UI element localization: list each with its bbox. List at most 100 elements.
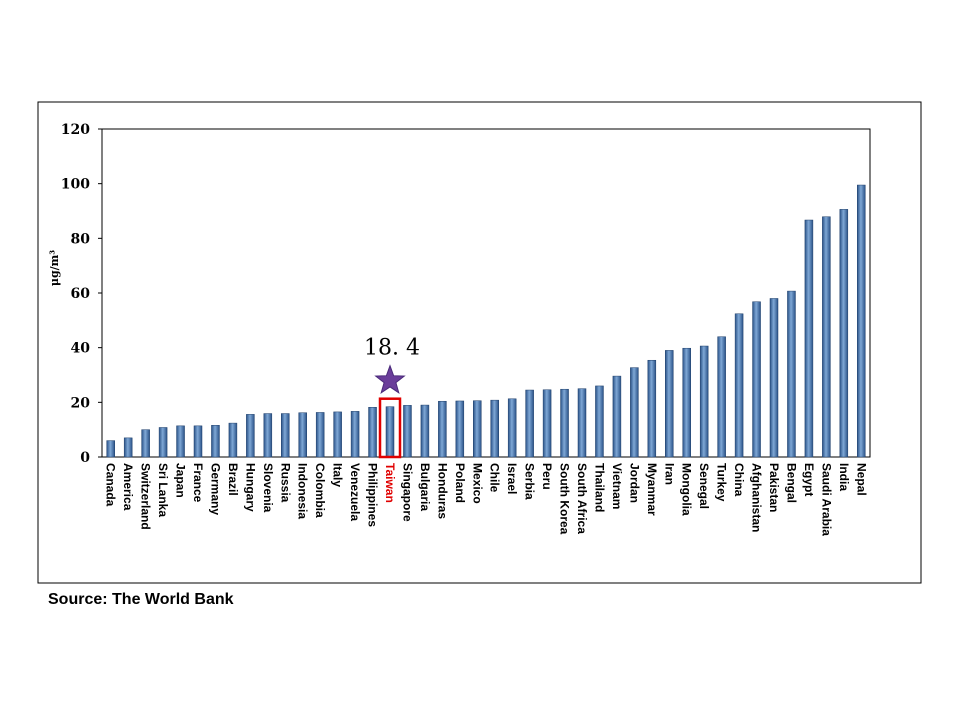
bar-afghanistan xyxy=(752,301,761,458)
bar-taiwan xyxy=(385,406,395,458)
bar-iran xyxy=(665,350,674,458)
x-tick-label: Switzerland xyxy=(139,463,153,530)
x-tick-label: Mexico xyxy=(470,463,484,504)
bar-indonesia xyxy=(298,412,307,458)
highlight-box xyxy=(378,397,402,459)
bar-nepal xyxy=(857,184,866,458)
bar-vietnam xyxy=(612,375,622,458)
bar-india xyxy=(839,209,849,458)
bar-poland xyxy=(455,400,465,458)
bar-honduras xyxy=(438,400,447,458)
y-axis-label: μg/m³ xyxy=(48,250,61,286)
x-tick-label: Thailand xyxy=(592,463,606,512)
bar-mongolia xyxy=(682,347,691,458)
x-tick-label: Saudi Arabia xyxy=(819,463,833,536)
x-tick-label: Canada xyxy=(104,463,118,507)
y-tick-label: 100 xyxy=(61,177,90,193)
x-tick-label: Slovenia xyxy=(261,463,275,513)
y-tick-label: 40 xyxy=(71,341,91,357)
x-tick-label: South Korea xyxy=(558,463,572,535)
x-tick-label: Mongolia xyxy=(680,463,694,516)
bar-switzerland xyxy=(141,429,150,458)
bar-china xyxy=(734,313,744,458)
bar-france xyxy=(193,425,203,458)
x-tick-label: China xyxy=(732,463,746,497)
x-tick-label: Myanmar xyxy=(645,463,659,516)
x-tick-label: Afghanistan xyxy=(750,463,764,532)
bar-slovenia xyxy=(263,413,273,458)
bar-canada xyxy=(106,440,115,458)
bar-brazil xyxy=(228,422,238,458)
x-tick-label: Israel xyxy=(505,463,519,494)
bar-philippines xyxy=(368,407,377,458)
y-tick-label: 0 xyxy=(80,450,90,466)
bar-turkey xyxy=(717,336,726,458)
bar-bengal xyxy=(787,290,796,458)
y-axis-ticks: 0 20 40 60 80 100 120 xyxy=(61,122,102,466)
bar-russia xyxy=(281,413,290,458)
bar-pakistan xyxy=(769,298,779,458)
x-tick-label: Bulgaria xyxy=(418,463,432,511)
x-tick-label: Brazil xyxy=(226,463,240,496)
highlight-group: 18. 4 xyxy=(364,336,420,459)
x-tick-label: Egypt xyxy=(802,463,816,496)
x-tick-label: South Africa xyxy=(575,463,589,534)
x-tick-label: Pakistan xyxy=(767,463,781,512)
bar-japan xyxy=(176,425,185,458)
bar-sri-lanka xyxy=(158,427,168,458)
x-tick-label: Indonesia xyxy=(296,463,310,519)
x-tick-label: Turkey xyxy=(715,463,729,502)
x-tick-label: Colombia xyxy=(313,463,327,518)
x-tick-label: Germany xyxy=(208,463,222,515)
bar-peru xyxy=(542,389,552,458)
bar-hungary xyxy=(246,414,255,458)
bar-chile xyxy=(490,399,499,458)
y-tick-label: 80 xyxy=(71,231,91,247)
x-tick-label: India xyxy=(837,463,851,491)
bar-germany xyxy=(211,425,220,458)
x-tick-label: Honduras xyxy=(435,463,449,519)
x-tick-label: Taiwan xyxy=(383,463,397,503)
y-tick-label: 60 xyxy=(71,286,91,302)
x-tick-label: Poland xyxy=(453,463,467,503)
bar-singapore xyxy=(403,405,412,458)
bar-thailand xyxy=(595,385,604,458)
x-tick-label: Senegal xyxy=(697,463,711,509)
bar-south-korea xyxy=(560,388,569,458)
x-tick-label: Bengal xyxy=(784,463,798,503)
bar-mexico xyxy=(473,400,482,458)
x-tick-label: Peru xyxy=(540,463,554,490)
x-tick-label: Philippines xyxy=(366,463,380,527)
bar-serbia xyxy=(525,389,534,458)
x-tick-label: Japan xyxy=(174,463,188,498)
bar-senegal xyxy=(699,345,709,458)
x-tick-label: Nepal xyxy=(854,463,868,496)
bar-south-africa xyxy=(577,388,587,458)
x-tick-label: America xyxy=(121,463,135,511)
x-tick-label: Serbia xyxy=(523,463,537,500)
bar-italy xyxy=(333,411,342,458)
x-tick-label: Iran xyxy=(662,463,676,485)
bar-israel xyxy=(507,398,517,458)
x-tick-label: Russia xyxy=(278,463,292,503)
x-tick-label: Chile xyxy=(488,463,502,493)
x-tick-label: Vietnam xyxy=(610,463,624,509)
x-tick-label: Sri Lanka xyxy=(156,463,170,517)
y-tick-label: 20 xyxy=(71,395,91,411)
bar-venezuela xyxy=(350,411,360,458)
bar-myanmar xyxy=(647,359,657,458)
bar-egypt xyxy=(804,219,814,458)
x-tick-label: Hungary xyxy=(243,463,257,512)
star-icon xyxy=(374,364,406,394)
bar-jordan xyxy=(630,367,639,458)
bar-bulgaria xyxy=(420,404,430,458)
bars-group xyxy=(106,184,866,458)
bar-america xyxy=(123,437,133,458)
x-tick-label: Venezuela xyxy=(348,463,362,521)
x-tick-label: France xyxy=(191,463,205,503)
x-tick-label: Jordan xyxy=(627,463,641,503)
x-tick-label: Italy xyxy=(331,463,345,487)
source-note: Source: The World Bank xyxy=(48,591,234,608)
x-axis-labels: Canada America Switzerland Sri Lanka Japan Fr… xyxy=(104,463,869,536)
